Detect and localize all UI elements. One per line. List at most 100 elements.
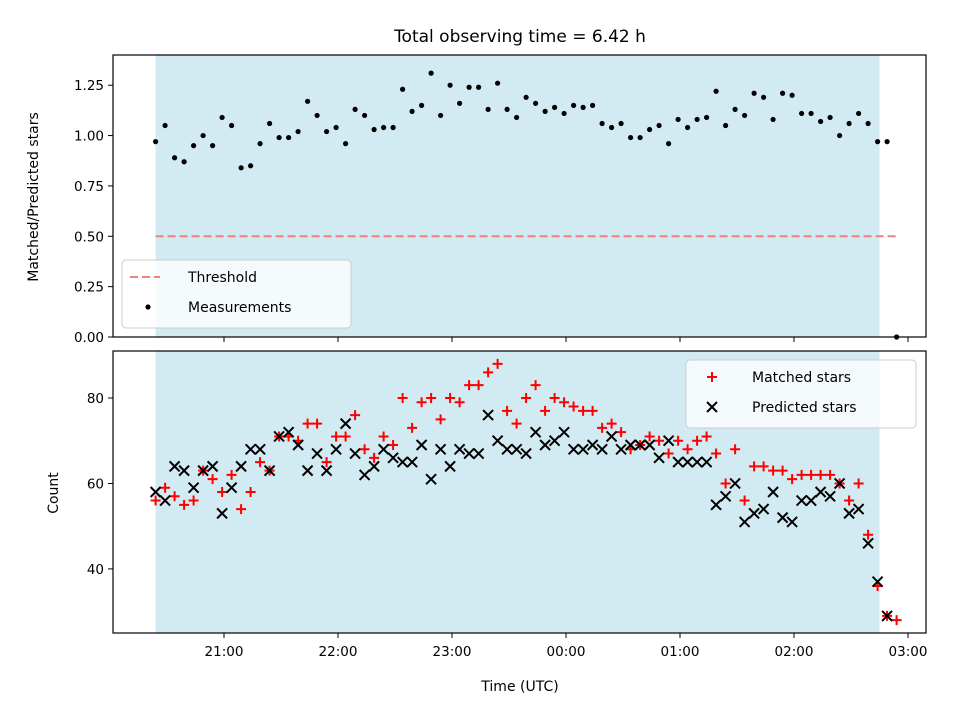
predicted-star-point bbox=[795, 494, 808, 507]
measurement-point bbox=[409, 108, 415, 114]
predicted-star-point bbox=[586, 439, 599, 451]
legend-label: Predicted stars bbox=[752, 400, 857, 416]
matched-star-point bbox=[407, 422, 418, 433]
measurement-point bbox=[580, 104, 586, 110]
measurement-point bbox=[314, 112, 320, 119]
predicted-star-point bbox=[577, 443, 589, 455]
matched-star-point bbox=[321, 457, 332, 468]
predicted-star-point bbox=[786, 516, 798, 528]
measurement-point bbox=[723, 122, 729, 129]
measurement-point bbox=[476, 84, 482, 90]
measurement-point bbox=[485, 106, 491, 112]
predicted-star-point bbox=[178, 464, 190, 477]
matched-star-point bbox=[844, 495, 855, 506]
measurement-point bbox=[238, 165, 244, 171]
matched-star-point bbox=[160, 482, 171, 493]
matched-star-point bbox=[701, 431, 712, 442]
predicted-star-point bbox=[301, 464, 314, 477]
y-tick-label: 0.75 bbox=[74, 179, 104, 195]
predicted-star-point bbox=[216, 507, 228, 520]
predicted-star-point bbox=[244, 443, 257, 455]
matched-star-point bbox=[236, 504, 247, 515]
legend: Threshold Measurements bbox=[121, 259, 352, 329]
measurement-point bbox=[172, 155, 178, 161]
measurement-point bbox=[267, 120, 273, 127]
matched-star-point bbox=[388, 440, 399, 450]
measurement-point bbox=[324, 128, 330, 135]
measurement-point bbox=[770, 116, 776, 123]
predicted-star-point bbox=[168, 460, 181, 473]
predicted-star-point bbox=[672, 456, 684, 468]
predicted-star-point bbox=[235, 460, 247, 473]
measurement-point bbox=[571, 102, 577, 108]
measurement-point bbox=[875, 139, 881, 145]
measurement-point bbox=[818, 118, 824, 125]
y-tick-label: 80 bbox=[87, 391, 104, 407]
predicted-star-point bbox=[387, 452, 399, 464]
measurement-point bbox=[523, 94, 529, 100]
x-axis-label: Time (UTC) bbox=[480, 679, 558, 695]
matched-star-point bbox=[359, 444, 370, 455]
predicted-star-point bbox=[434, 443, 447, 455]
measurement-point bbox=[713, 88, 719, 94]
axes-frame bbox=[112, 54, 927, 338]
matched-star-point bbox=[416, 397, 427, 408]
x-tick-label: 03:00 bbox=[889, 644, 928, 660]
measurement-point bbox=[229, 122, 235, 129]
matched-star-point bbox=[245, 487, 256, 497]
predicted-star-point bbox=[567, 443, 580, 455]
bottom-panel: 40 60 80 21:00 22:00 23:00 00:00 01:00 02:00 03:0… bbox=[87, 350, 928, 660]
matched-star-point bbox=[730, 444, 741, 455]
predicted-star-point bbox=[501, 443, 513, 455]
measurement-point bbox=[428, 70, 434, 76]
measurement-point bbox=[466, 84, 472, 90]
measurement-point bbox=[780, 90, 786, 96]
y-tick-label: 1.00 bbox=[74, 129, 104, 145]
predicted-star-point bbox=[491, 435, 504, 447]
chart-title: Total observing time = 6.42 h bbox=[393, 27, 646, 47]
matched-star-point bbox=[758, 461, 769, 472]
measurement-point bbox=[865, 120, 871, 127]
predicted-star-point bbox=[263, 464, 276, 477]
matched-star-point bbox=[169, 491, 180, 502]
measurement-point bbox=[856, 110, 862, 117]
measurement-point bbox=[438, 112, 444, 119]
measurement-point bbox=[666, 141, 672, 147]
measurement-point bbox=[276, 134, 282, 141]
measurement-point bbox=[704, 114, 710, 121]
x-tick-label: 02:00 bbox=[775, 644, 814, 660]
measurement-point bbox=[457, 100, 463, 106]
measurement-point bbox=[295, 128, 301, 135]
predicted-star-point bbox=[691, 456, 703, 468]
measurement-point bbox=[732, 106, 738, 112]
y-tick-label: 1.25 bbox=[74, 78, 104, 94]
predicted-star-point bbox=[757, 503, 770, 515]
measurement-point bbox=[257, 141, 263, 147]
matched-star-point bbox=[796, 469, 807, 480]
measurement-point bbox=[400, 86, 406, 92]
predicted-star-point bbox=[729, 477, 741, 490]
predicted-star-point bbox=[254, 443, 266, 455]
predicted-star-point bbox=[472, 447, 485, 460]
matched-star-point bbox=[426, 393, 437, 403]
predicted-star-point bbox=[225, 482, 238, 494]
predicted-star-point bbox=[881, 610, 893, 622]
matched-star-point bbox=[435, 414, 446, 425]
matched-star-point bbox=[483, 367, 494, 378]
predicted-star-point bbox=[814, 486, 827, 498]
matched-star-point bbox=[492, 358, 503, 369]
measurement-point bbox=[637, 134, 643, 141]
predicted-star-point bbox=[605, 430, 618, 443]
predicted-star-point bbox=[444, 460, 456, 473]
bottom-y-axis-label: Count bbox=[46, 472, 62, 514]
predicted-star-point bbox=[615, 443, 627, 455]
matched-star-point bbox=[255, 457, 266, 468]
predicted-star-point bbox=[596, 443, 608, 455]
predicted-star-point bbox=[700, 456, 713, 468]
measurement-point bbox=[305, 98, 311, 104]
measurement-point bbox=[685, 124, 691, 131]
matched-star-point bbox=[787, 474, 798, 485]
measurement-point bbox=[799, 110, 805, 117]
matched-star-point bbox=[739, 495, 750, 506]
predicted-star-point bbox=[862, 537, 874, 549]
